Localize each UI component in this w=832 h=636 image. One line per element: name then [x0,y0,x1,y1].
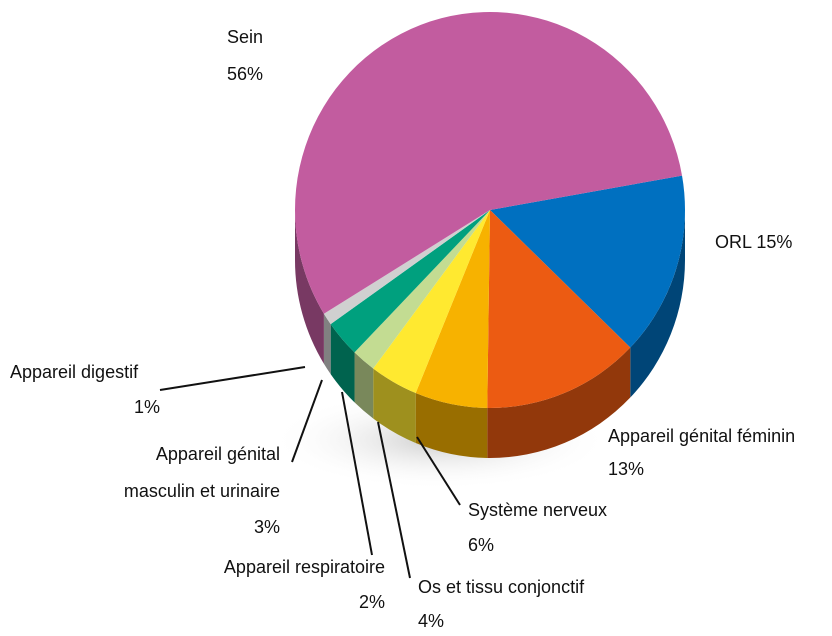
category-label: Appareil génital masculin et urinaire [124,444,280,501]
category-label: Sein [227,27,263,47]
slice-side [323,313,331,375]
category-label: Appareil digestif [10,362,139,382]
value-label: 2% [359,592,385,612]
slice [490,175,686,348]
leader-line [341,391,373,556]
leader-line [291,379,323,463]
value-label: 56% [227,64,263,84]
slice [330,210,490,353]
labels: ORL 15% Appareil génital féminin 13% Systèm… [10,27,795,631]
slice-side [295,210,324,364]
slice-side [330,324,355,403]
category-label: Appareil génital féminin [608,426,795,446]
slice [487,210,631,408]
slice-side [373,368,416,444]
slice-side [354,352,374,419]
slice [295,12,683,314]
category-label: Os et tissu conjonctif [418,577,585,597]
value-label: 15% [756,232,792,252]
leader-line [416,436,461,506]
slice-side [630,210,685,398]
slice [354,210,490,369]
value-label: 6% [468,535,494,555]
pie-sides [295,210,685,459]
value-label: 1% [134,397,160,417]
slice-side [487,347,631,459]
pie-tops [295,12,686,408]
slice-side [415,393,488,458]
value-label: 4% [418,611,444,631]
slice-label: ORL 15% [715,232,792,252]
value-label: 13% [608,459,644,479]
category-label: ORL [715,232,752,252]
leader-line [159,366,306,391]
leader-line [377,421,411,579]
value-label: 3% [254,517,280,537]
category-label: Système nerveux [468,500,607,520]
slice [415,210,490,408]
slice [323,210,490,325]
category-label: Appareil respiratoire [224,557,385,577]
slice [373,210,490,394]
